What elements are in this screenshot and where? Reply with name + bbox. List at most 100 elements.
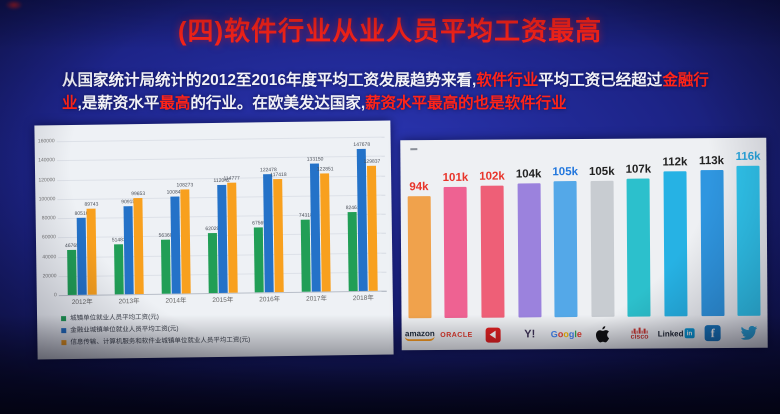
y-axis-label: 20000 <box>42 272 57 280</box>
paragraph-segment: 薪资水平最高的也是软件行业 <box>365 95 567 112</box>
bar-value-label: 99653 <box>131 190 146 198</box>
logo-slot: Linked in <box>658 322 695 344</box>
bar-value-label: 113k <box>698 155 725 168</box>
y-axis-label: 140000 <box>38 157 55 164</box>
paragraph-segment: 最高 <box>159 95 191 112</box>
bar-value-label: 133150 <box>306 156 324 163</box>
x-axis-label: 2018年 <box>352 294 374 303</box>
yelp-icon <box>485 327 501 343</box>
logo-slot <box>475 324 512 346</box>
bar <box>263 174 275 293</box>
bar <box>76 217 87 295</box>
bar-value-label: 107k <box>625 163 652 176</box>
bar-value-label: 94k <box>409 181 429 194</box>
bar <box>347 212 358 292</box>
google-logo: Google <box>550 329 582 340</box>
red-watermark <box>5 0 23 10</box>
linkedin-in-icon: in <box>684 328 695 339</box>
paragraph-segment: 的行业。在欧美发达国家, <box>190 95 366 112</box>
logo-slot: Y! <box>511 323 548 345</box>
y-axis-label: 0 <box>53 292 57 299</box>
legend-row: 金融业城镇单位就业人员平均工资(元) <box>61 325 250 335</box>
logo-slot: amazon <box>402 324 439 346</box>
logo-slot: Google <box>548 323 585 345</box>
paragraph-segment: 金融行 <box>662 72 709 89</box>
logo-slot: cisco <box>621 322 658 344</box>
legend-row: 城镇单位就业人员平均工资(元) <box>61 313 250 323</box>
cisco-bars-icon <box>631 327 648 334</box>
y-axis-label: 120000 <box>38 176 56 183</box>
bar-value-label: 114777 <box>223 175 240 182</box>
bar <box>170 196 181 294</box>
yahoo-logo: Y! <box>524 328 536 341</box>
legend-marker <box>61 340 67 346</box>
legend-label: 城镇单位就业人员平均工资(元) <box>70 313 159 323</box>
bar <box>226 182 238 293</box>
bar-oracle <box>443 186 468 318</box>
bar-value-label: 116k <box>735 150 761 163</box>
bar <box>86 208 97 295</box>
legend-label: 金融业城镇单位就业人员平均工资(元) <box>70 325 179 335</box>
facebook-icon: f <box>704 325 721 342</box>
bar-value-label: 147678 <box>353 141 371 149</box>
bar <box>300 219 311 292</box>
bar <box>216 184 228 293</box>
bar <box>179 189 191 294</box>
bar-value-label: 129837 <box>363 158 381 165</box>
bar-google <box>553 181 578 318</box>
legend-marker <box>61 316 67 322</box>
bar-value-label: 122851 <box>316 166 334 173</box>
amazon-logo: amazon <box>405 329 435 341</box>
bar-value-label: 104k <box>515 168 542 181</box>
x-axis-label: 2013年 <box>118 298 140 306</box>
x-axis-label: 2014年 <box>165 297 187 305</box>
y-axis-label: 160000 <box>37 138 55 145</box>
paragraph-line: 业,是薪资水平最高的行业。在欧美发达国家,薪资水平最高的也是软件行业 <box>62 92 728 115</box>
bar <box>113 244 124 295</box>
apple-icon <box>596 325 610 342</box>
bar <box>310 163 321 292</box>
right-chart-panel: 94k amazon 101k ORACLE 102k 104k Y! 105k Google 1… <box>400 137 768 351</box>
left-chart-legend: 城镇单位就业人员平均工资(元) 金融业城镇单位就业人员平均工资(元) 信息传输、计算… <box>61 313 250 352</box>
logo-slot <box>585 323 622 345</box>
gridline <box>56 136 385 143</box>
y-axis-label: 80000 <box>41 215 56 222</box>
logo-slot: ORACLE <box>438 324 475 346</box>
y-axis-label: 100000 <box>38 195 56 203</box>
bar <box>367 165 378 291</box>
y-axis-label: 60000 <box>42 234 56 241</box>
legend-row: 信息传输、计算机服务和软件业城镇单位就业人员平均工资(元) <box>61 337 250 347</box>
paragraph-line: 从国家统计局统计的2012至2016年度平均工资发展趋势来看,软件行业平均工资已… <box>62 69 728 92</box>
x-axis-label: 2016年 <box>259 296 281 304</box>
bar <box>254 227 265 293</box>
bar-value-label: 105k <box>588 165 615 178</box>
oracle-logo: ORACLE <box>440 331 473 339</box>
bar-value-label: 102k <box>479 170 505 183</box>
bar-yelp <box>480 185 505 318</box>
right-chart-plot: 94k amazon 101k ORACLE 102k 104k Y! 105k Google 1… <box>400 138 767 351</box>
bar-cisco <box>626 178 651 317</box>
legend-marker <box>61 328 67 334</box>
x-axis-label: 2015年 <box>212 296 234 305</box>
twitter-icon <box>740 325 758 340</box>
bar-apple <box>590 180 615 317</box>
y-axis-label: 40000 <box>42 253 57 260</box>
x-axis-label: 2012年 <box>71 298 93 306</box>
slide-title: (四)软件行业从业人员平均工资最高 <box>177 16 603 46</box>
paragraph-segment: ,是薪资水平 <box>77 95 160 112</box>
paragraph-segment: 从国家统计局统计的2012至2016年度平均工资发展趋势来看, <box>62 72 477 89</box>
intro-paragraph: 从国家统计局统计的2012至2016年度平均工资发展趋势来看,软件行业平均工资已… <box>62 69 728 115</box>
bar-linkedin <box>663 171 688 317</box>
logo-slot <box>731 322 768 344</box>
bar <box>320 173 331 292</box>
gridline <box>56 155 385 162</box>
left-chart-panel: 0 20000 40000 60000 80000 100000 120000 140000 1… <box>34 120 394 360</box>
bar <box>273 179 285 293</box>
bar-value-label: 112k <box>662 156 688 169</box>
cisco-logo: cisco <box>631 327 649 340</box>
yelp-burst-icon <box>490 330 497 339</box>
bar <box>123 206 134 295</box>
linkedin-logo: Linked in <box>658 328 695 339</box>
bar-value-label: 105k <box>552 166 579 179</box>
paragraph-segment: 软件行业 <box>476 72 539 89</box>
